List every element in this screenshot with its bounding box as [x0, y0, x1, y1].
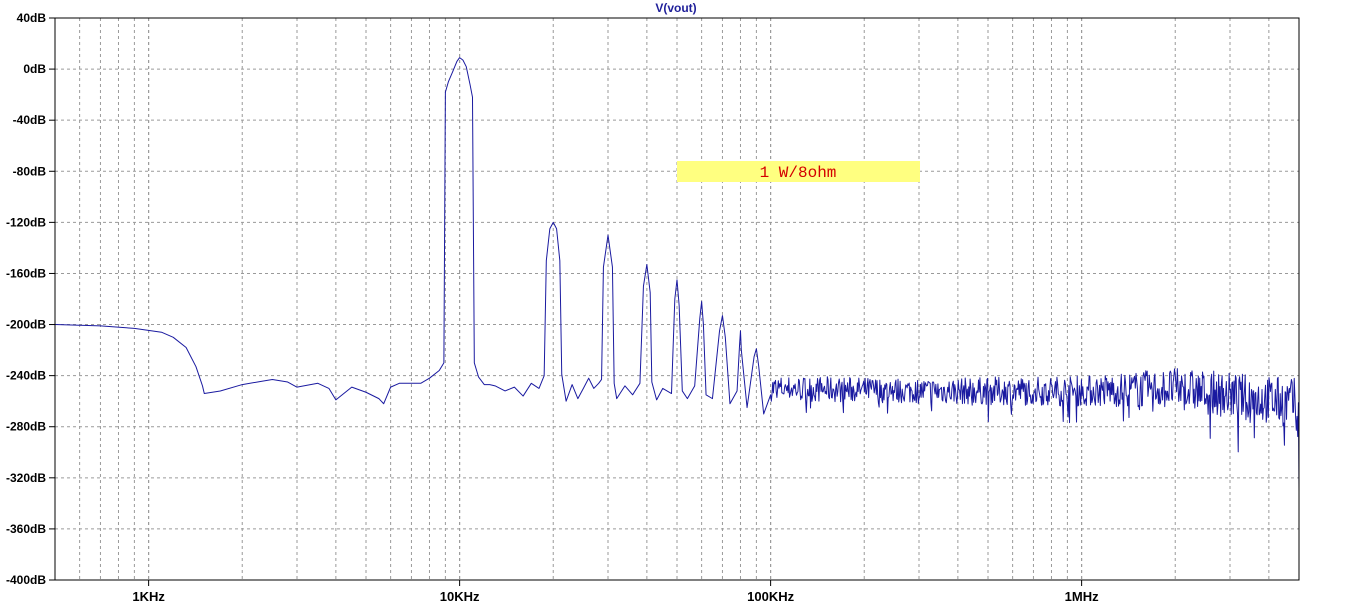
annotation-box: 1 W/8ohm [677, 161, 920, 182]
plot-frame [54, 17, 1300, 581]
y-tick-label: -200dB [6, 318, 46, 332]
y-tick-label: -320dB [6, 471, 46, 485]
y-tick-label: -240dB [6, 369, 46, 383]
y-axis-ticks: 40dB 0dB -40dB -80dB -120dB -160dB -200dB -240d… [6, 11, 55, 587]
annotation-label: 1 W/8ohm [760, 164, 837, 182]
x-tick-label: 1KHz [132, 589, 165, 604]
annotation-background [677, 161, 920, 182]
y-tick-label: -80dB [13, 164, 47, 178]
x-tick-label: 100KHz [747, 589, 794, 604]
x-tick-label: 1MHz [1065, 589, 1099, 604]
series-line-vout [54, 57, 1300, 580]
x-axis-ticks: 1KHz 10KHz 100KHz 1MHz [132, 580, 1099, 604]
y-tick-label: 0dB [23, 62, 46, 76]
x-tick-label: 10KHz [440, 589, 480, 604]
grid [54, 17, 1300, 581]
y-tick-label: -120dB [6, 215, 46, 229]
y-tick-label: -40dB [13, 113, 47, 127]
chart-title: V(vout) [655, 1, 696, 15]
y-tick-label: -280dB [6, 420, 46, 434]
trace-layer [54, 57, 1300, 580]
y-tick-label: -160dB [6, 266, 46, 280]
y-tick-label: 40dB [17, 11, 47, 25]
y-tick-label: -360dB [6, 522, 46, 536]
y-tick-label: -400dB [6, 573, 46, 587]
